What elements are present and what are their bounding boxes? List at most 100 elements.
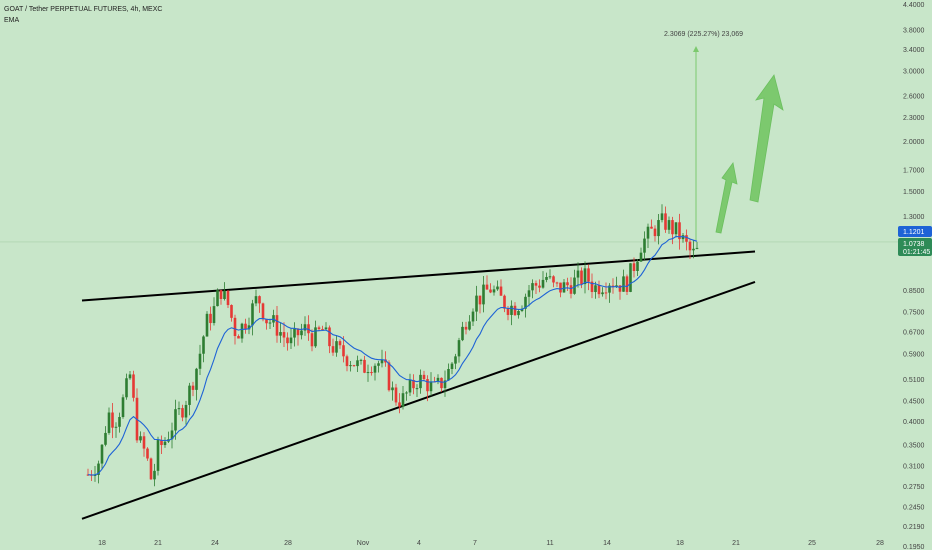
candle-body <box>233 317 237 337</box>
candle-body <box>251 303 254 326</box>
indicator-label: EMA <box>4 17 20 24</box>
x-tick-label: 7 <box>473 540 477 547</box>
candle-body <box>258 296 261 304</box>
y-axis: 4.4000 3.8000 3.4000 3.0000 2.6000 2.3000 2.00… <box>903 2 925 550</box>
candle-body <box>688 241 692 251</box>
candle-body <box>370 372 373 374</box>
x-tick-label: 18 <box>98 540 106 547</box>
candle-body <box>394 387 398 403</box>
y-tick-label: 0.2450 <box>903 504 925 511</box>
candle-body <box>307 324 310 334</box>
candle-body <box>289 337 293 344</box>
y-tick-label: 0.8500 <box>903 288 925 295</box>
candle-body <box>485 284 489 290</box>
candle-body <box>128 374 132 379</box>
candle-body <box>216 290 219 307</box>
candle-body <box>429 381 433 392</box>
candle-body <box>198 353 202 369</box>
candle-body <box>531 283 534 291</box>
x-tick-label: 14 <box>603 540 611 547</box>
candle-body <box>503 295 506 309</box>
candle-body <box>314 327 317 347</box>
candle-body <box>121 397 125 417</box>
candle-body <box>478 295 482 305</box>
candle-body <box>422 374 426 380</box>
candle-body <box>226 290 230 306</box>
candle-body <box>191 385 195 390</box>
candle-body <box>380 359 384 364</box>
candle-body <box>363 359 366 373</box>
candle-body <box>412 379 415 389</box>
candle-body <box>419 374 422 389</box>
y-tick-label: 0.7500 <box>903 310 925 317</box>
candle-body <box>205 313 209 337</box>
candle-body <box>580 270 583 285</box>
candle-body <box>450 363 454 369</box>
upper-trendline <box>81 250 756 302</box>
candle-body <box>426 379 429 392</box>
ema-price-tag <box>898 226 932 237</box>
candle-body <box>608 285 611 293</box>
candle-body <box>629 263 632 292</box>
y-tick-label: 2.0000 <box>903 139 925 146</box>
candle-body <box>237 336 240 339</box>
candle-body <box>310 333 314 347</box>
candle-body <box>223 290 226 299</box>
x-tick-label: 28 <box>876 540 884 547</box>
candle-body <box>401 393 405 407</box>
candle-body <box>114 426 118 428</box>
candle-body <box>387 362 391 391</box>
candle-body <box>279 332 282 336</box>
candle-body <box>286 337 289 344</box>
candle-body <box>146 448 149 459</box>
measure-arrowhead <box>693 46 699 52</box>
x-tick-label: 25 <box>808 540 816 547</box>
x-axis: 18 21 24 28 Nov 4 7 11 14 18 21 25 28 <box>98 540 884 547</box>
candle-body <box>678 222 681 240</box>
candle-body <box>366 372 370 374</box>
candle-body <box>597 285 601 295</box>
candle-body <box>632 263 636 271</box>
candles <box>86 204 699 487</box>
candle-body <box>562 282 566 293</box>
candle-body <box>559 282 562 293</box>
trendlines <box>81 250 756 520</box>
candle-body <box>338 341 342 346</box>
y-tick-label: 0.6700 <box>903 329 925 336</box>
candle-body <box>195 368 198 390</box>
candle-body <box>139 436 142 441</box>
x-tick-label: 18 <box>676 540 684 547</box>
y-tick-label: 2.3000 <box>903 115 925 122</box>
candle-body <box>475 295 478 312</box>
x-tick-label: 28 <box>284 540 292 547</box>
lower-trendline <box>81 281 756 520</box>
candle-body <box>566 282 569 286</box>
candle-body <box>625 276 629 292</box>
y-tick-label: 0.2190 <box>903 524 925 531</box>
candle-body <box>527 290 531 297</box>
candle-body <box>555 282 559 284</box>
y-tick-label: 3.8000 <box>903 27 925 34</box>
candle-body <box>618 285 622 292</box>
candle-body <box>548 276 552 278</box>
candle-body <box>202 336 205 354</box>
candle-body <box>685 235 688 242</box>
x-tick-label: 24 <box>211 540 219 547</box>
candle-body <box>674 222 678 235</box>
candle-body <box>594 285 597 293</box>
candle-body <box>377 363 380 366</box>
candle-body <box>667 220 671 230</box>
candle-body <box>275 315 279 336</box>
measure-label: 2.3069 (225.27%) 23,069 <box>664 31 743 38</box>
y-tick-label: 0.2750 <box>903 484 925 491</box>
y-tick-label: 0.5100 <box>903 377 925 384</box>
candle-body <box>230 305 233 318</box>
candle-body <box>573 277 576 294</box>
x-tick-label: 21 <box>154 540 162 547</box>
candle-body <box>240 323 244 339</box>
y-tick-label: 1.7000 <box>903 167 925 174</box>
candle-body <box>321 329 324 331</box>
header: GOAT / Tether PERPETUAL FUTURES, 4h, MEX… <box>4 6 162 24</box>
